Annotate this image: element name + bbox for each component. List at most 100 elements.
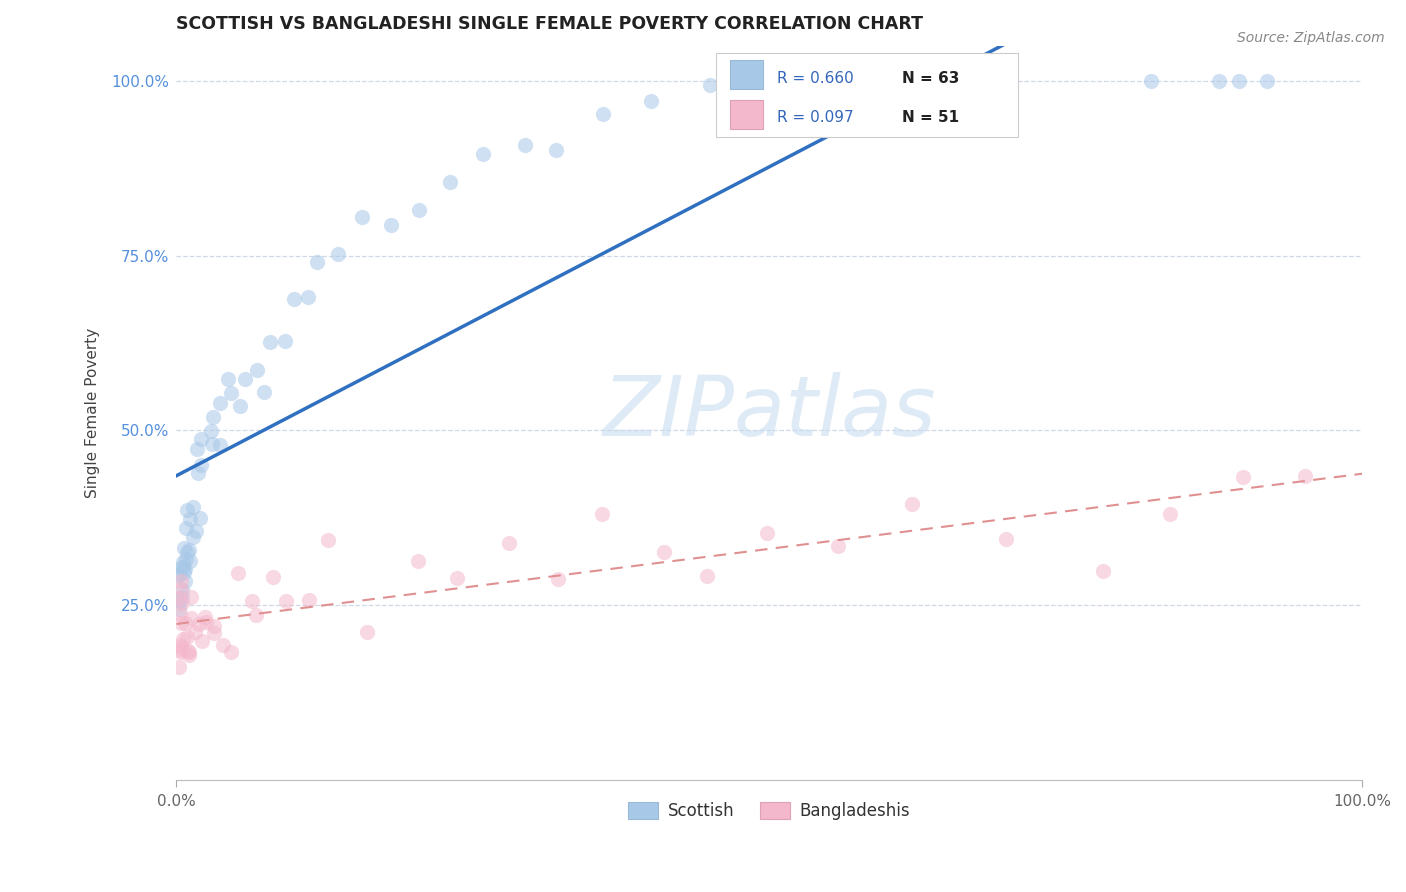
Point: [174, 574, 197, 588]
Point: [184, 524, 207, 538]
Point: [179, 554, 201, 568]
Point: [1294, 468, 1316, 483]
Point: [202, 619, 225, 633]
Y-axis label: Single Female Poverty: Single Female Poverty: [86, 328, 100, 498]
Point: [194, 610, 217, 624]
Text: R = 0.660: R = 0.660: [778, 70, 855, 86]
Point: [172, 559, 194, 574]
Text: N = 51: N = 51: [903, 111, 959, 126]
Point: [212, 638, 235, 652]
Point: [167, 602, 190, 616]
Point: [1256, 73, 1278, 87]
Point: [176, 503, 198, 517]
Point: [1092, 564, 1115, 578]
Point: [179, 512, 201, 526]
Point: [995, 82, 1018, 96]
Point: [190, 432, 212, 446]
Point: [547, 572, 569, 586]
Point: [188, 617, 211, 632]
Point: [169, 640, 191, 654]
Point: [259, 335, 281, 350]
Text: Source: ZipAtlas.com: Source: ZipAtlas.com: [1237, 31, 1385, 45]
Point: [181, 500, 204, 514]
Point: [356, 625, 378, 640]
Point: [172, 596, 194, 610]
Point: [513, 137, 536, 152]
Point: [190, 458, 212, 473]
Point: [170, 582, 193, 597]
Point: [406, 553, 429, 567]
Point: [194, 615, 217, 629]
Point: [174, 562, 197, 576]
Point: [756, 525, 779, 540]
Point: [316, 533, 339, 547]
Point: [814, 73, 837, 87]
Point: [176, 630, 198, 644]
Point: [298, 593, 321, 607]
Point: [1208, 73, 1230, 87]
Point: [221, 645, 243, 659]
Point: [167, 567, 190, 582]
Point: [274, 594, 297, 608]
Point: [446, 571, 468, 585]
Point: [877, 78, 900, 92]
Point: [172, 559, 194, 574]
Point: [297, 289, 319, 303]
Point: [219, 385, 242, 400]
Point: [169, 593, 191, 607]
Point: [186, 442, 208, 457]
Point: [305, 254, 328, 268]
Point: [200, 424, 222, 438]
Point: [350, 210, 373, 224]
Point: [696, 569, 718, 583]
Point: [640, 95, 662, 109]
Point: [174, 552, 197, 566]
Point: [283, 293, 305, 307]
FancyBboxPatch shape: [730, 100, 763, 129]
Point: [176, 521, 198, 535]
Point: [699, 78, 721, 92]
Point: [262, 569, 284, 583]
Point: [173, 566, 195, 580]
Point: [995, 532, 1018, 546]
Point: [439, 176, 461, 190]
Point: [229, 399, 252, 413]
Point: [201, 437, 224, 451]
Text: R = 0.097: R = 0.097: [778, 111, 853, 126]
Point: [901, 496, 924, 510]
Point: [380, 219, 402, 233]
Text: SCOTTISH VS BANGLADESHI SINGLE FEMALE POVERTY CORRELATION CHART: SCOTTISH VS BANGLADESHI SINGLE FEMALE PO…: [176, 15, 924, 33]
Point: [226, 566, 249, 581]
Point: [827, 539, 849, 553]
Point: [169, 607, 191, 621]
Point: [177, 643, 200, 657]
Point: [274, 334, 297, 348]
Point: [190, 634, 212, 648]
Point: [408, 202, 430, 217]
Point: [172, 632, 194, 646]
Point: [187, 466, 209, 480]
Point: [172, 555, 194, 569]
FancyBboxPatch shape: [716, 53, 1018, 137]
Point: [472, 146, 495, 161]
Point: [170, 574, 193, 589]
Point: [172, 590, 194, 604]
Point: [217, 372, 239, 386]
Point: [179, 648, 201, 662]
Point: [188, 510, 211, 524]
Point: [167, 659, 190, 673]
Point: [169, 638, 191, 652]
Point: [1232, 470, 1254, 484]
Point: [240, 594, 263, 608]
Point: [209, 395, 232, 409]
Point: [180, 591, 202, 605]
FancyBboxPatch shape: [730, 60, 763, 89]
Point: [173, 541, 195, 555]
Point: [498, 536, 520, 550]
Point: [252, 384, 274, 399]
Point: [233, 372, 256, 386]
Point: [328, 247, 350, 261]
Point: [170, 615, 193, 630]
Point: [201, 410, 224, 425]
Point: [758, 80, 780, 95]
